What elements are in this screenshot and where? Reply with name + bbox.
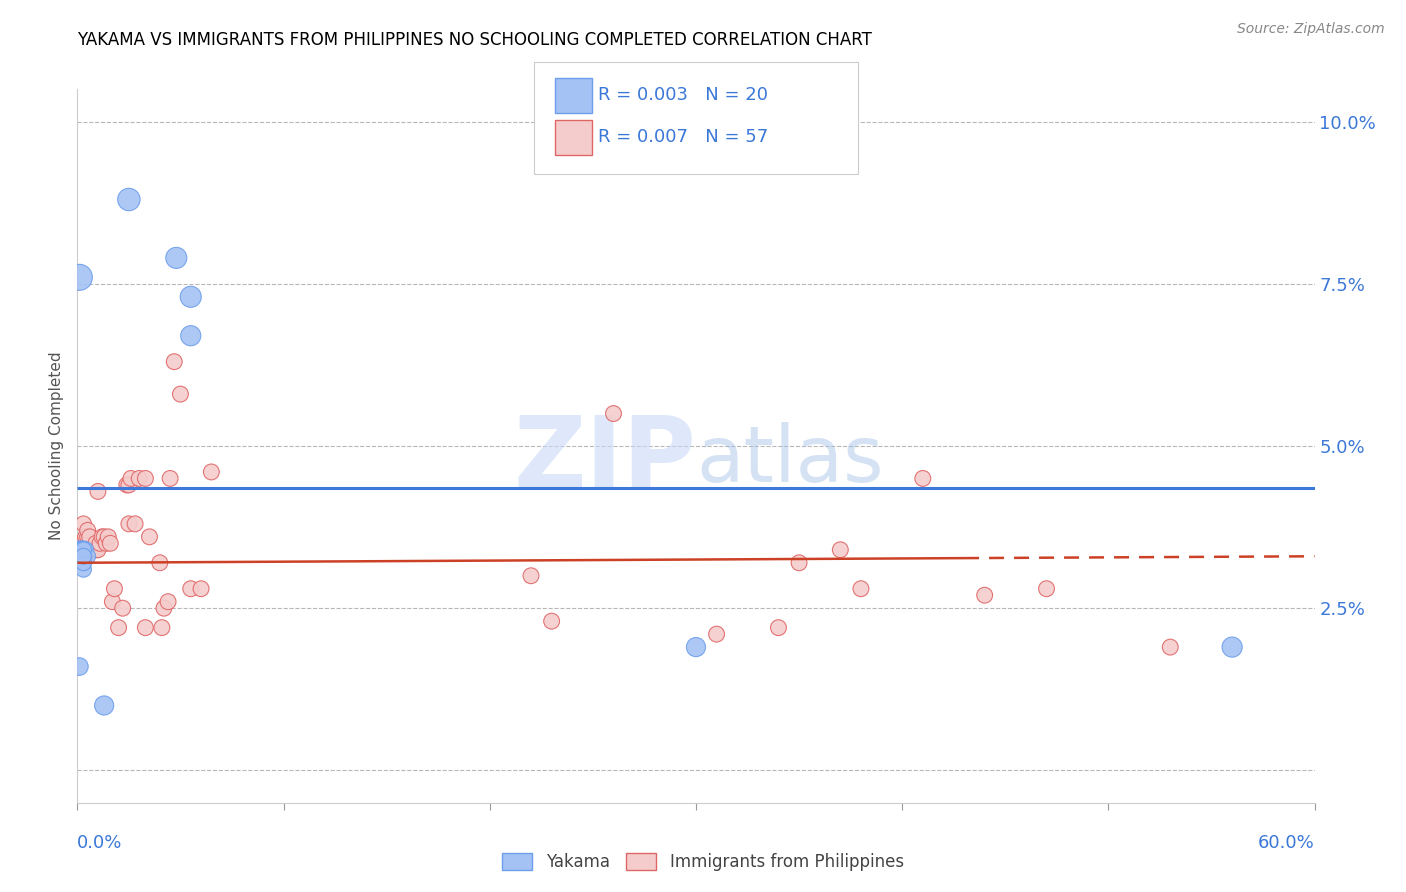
Point [93,698,115,713]
Point [84,536,107,550]
Point [973,588,995,602]
Point [128,471,150,485]
Point [685,640,707,654]
Point [76,524,98,538]
Point [107,621,129,635]
Point [111,601,134,615]
Point [706,627,728,641]
Point [89,536,111,550]
Point [67,542,90,557]
Point [75,530,97,544]
Point [157,595,180,609]
Point [520,568,543,582]
Point [93,530,115,544]
Point [72,549,94,564]
Point [97,530,120,544]
Text: R = 0.007   N = 57: R = 0.007 N = 57 [598,128,768,146]
Point [72,516,94,531]
Point [83,542,105,557]
Point [120,471,142,485]
Point [153,601,176,615]
Point [67,659,90,673]
Point [768,621,790,635]
Text: atlas: atlas [696,422,883,499]
Point [602,407,624,421]
Point [76,530,98,544]
Point [75,536,97,550]
Point [200,465,222,479]
Point [180,582,202,596]
Point [787,556,810,570]
Point [190,582,212,596]
Point [134,621,156,635]
Point [67,542,90,557]
Point [72,549,94,564]
Legend: Yakama, Immigrants from Philippines: Yakama, Immigrants from Philippines [494,845,912,880]
Point [72,556,94,570]
Point [72,556,94,570]
Point [163,354,186,368]
Point [70,542,93,557]
Point [76,549,98,564]
Point [124,516,146,531]
Point [72,542,94,557]
Point [118,193,141,207]
Point [134,471,156,485]
Point [149,556,172,570]
Point [80,542,103,557]
Text: Source: ZipAtlas.com: Source: ZipAtlas.com [1237,22,1385,37]
Point [849,582,872,596]
Point [79,530,101,544]
Point [72,536,94,550]
Point [150,621,173,635]
Point [1159,640,1181,654]
Point [75,542,97,557]
Point [165,251,187,265]
Point [118,478,141,492]
Point [84,542,107,557]
Point [101,595,124,609]
Point [180,328,202,343]
Point [159,471,181,485]
Point [138,530,160,544]
Text: YAKAMA VS IMMIGRANTS FROM PHILIPPINES NO SCHOOLING COMPLETED CORRELATION CHART: YAKAMA VS IMMIGRANTS FROM PHILIPPINES NO… [77,31,872,49]
Text: 0.0%: 0.0% [77,834,122,852]
Point [87,542,110,557]
Point [1035,582,1057,596]
Point [118,516,141,531]
Point [180,290,202,304]
Point [91,530,114,544]
Point [96,536,118,550]
Text: 60.0%: 60.0% [1258,834,1315,852]
Point [540,614,562,628]
Point [169,387,191,401]
Point [1220,640,1243,654]
Point [76,536,98,550]
Point [72,542,94,557]
Text: ZIP: ZIP [513,412,696,508]
Point [67,270,90,285]
Point [72,562,94,576]
Point [87,484,110,499]
Point [911,471,934,485]
Point [98,536,121,550]
Point [70,542,93,557]
Point [103,582,125,596]
Text: R = 0.003   N = 20: R = 0.003 N = 20 [598,87,768,104]
Point [115,478,138,492]
Y-axis label: No Schooling Completed: No Schooling Completed [49,351,65,541]
Point [830,542,852,557]
